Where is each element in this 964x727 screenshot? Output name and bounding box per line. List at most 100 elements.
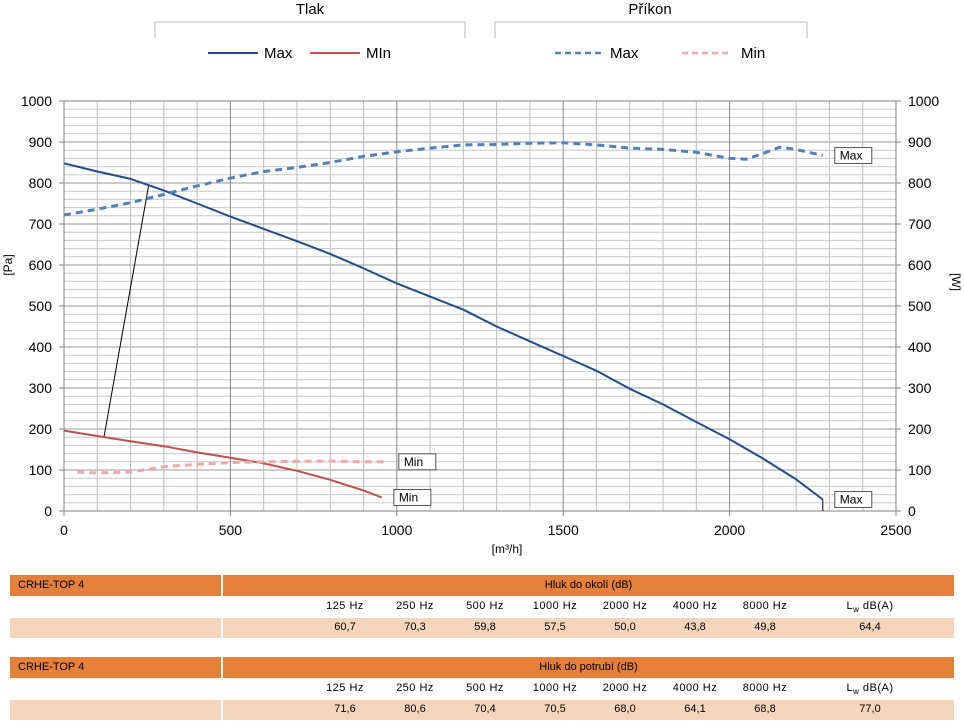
x-tick-label: 1500 — [548, 522, 579, 538]
y-tick-label-left: 600 — [29, 257, 53, 273]
series-line-prikon-max — [63, 141, 824, 217]
legend-group-title-tlak: Tlak — [296, 1, 325, 18]
y-axis-label-left: [Pa] — [1, 254, 15, 275]
model-name: CRHE-TOP 4 — [10, 657, 221, 678]
annotation-box — [398, 453, 437, 471]
y-tick-label-left: 300 — [29, 380, 53, 396]
noise-value: 80,6 — [404, 703, 426, 715]
noise-value: 68,8 — [754, 703, 776, 715]
freq-header: 8000 Hz — [742, 600, 788, 612]
noise-value: 70,4 — [474, 703, 496, 715]
y-tick-label-right: 700 — [908, 216, 932, 232]
lw-header: Lw dB(A) — [846, 600, 894, 615]
y-tick-label-right: 400 — [908, 339, 932, 355]
y-tick-label-right: 800 — [908, 175, 932, 191]
operating-point-line — [103, 184, 150, 438]
chart-grid — [64, 101, 896, 511]
noise-table-header: CRHE-TOP 4 Hluk do okolí (dB) — [10, 575, 954, 596]
y-tick-label-left: 1000 — [21, 93, 52, 109]
annotation-label: Min — [399, 490, 418, 504]
legend-label-tlak-min: MIn — [366, 45, 391, 62]
annotation-label: Max — [840, 493, 863, 507]
annotation-box — [393, 488, 432, 506]
freq-header: 2000 Hz — [602, 682, 648, 694]
y-tick-label-right: 300 — [908, 380, 932, 396]
noise-table-ambient: CRHE-TOP 4 Hluk do okolí (dB) 125 Hz 250… — [10, 575, 954, 638]
noise-table-title: Hluk do potrubí (dB) — [223, 657, 954, 678]
y-tick-label-left: 400 — [29, 339, 53, 355]
noise-value: 64,1 — [684, 703, 706, 715]
y-tick-label-right: 600 — [908, 257, 932, 273]
noise-value-lw: 64,4 — [859, 621, 881, 633]
y-tick-label-left: 0 — [44, 503, 52, 519]
noise-value: 49,8 — [754, 621, 776, 633]
noise-value: 50,0 — [614, 621, 636, 633]
y-tick-label-left: 500 — [29, 298, 53, 314]
noise-value-lw: 77,0 — [859, 703, 881, 715]
annotation-box — [834, 147, 873, 165]
noise-table-title: Hluk do okolí (dB) — [223, 575, 954, 596]
y-tick-label-left: 100 — [29, 462, 53, 478]
noise-value: 70,5 — [544, 703, 566, 715]
y-tick-label-right: 100 — [908, 462, 932, 478]
frequency-header-row: 125 Hz 250 Hz 500 Hz 1000 Hz 2000 Hz 400… — [10, 596, 954, 618]
chart-annotations: Max Max Min Min — [393, 147, 873, 509]
legend-label-prikon-max: Max — [610, 45, 639, 62]
series-line-prikon-min — [77, 459, 387, 475]
noise-value: 60,7 — [334, 621, 356, 633]
y-tick-label-right: 900 — [908, 134, 932, 150]
noise-value: 68,0 — [614, 703, 636, 715]
freq-header: 2000 Hz — [602, 600, 648, 612]
x-axis-label: [m³/h] — [492, 542, 523, 556]
noise-table-header: CRHE-TOP 4 Hluk do potrubí (dB) — [10, 657, 954, 678]
frequency-header-row: 125 Hz 250 Hz 500 Hz 1000 Hz 2000 Hz 400… — [10, 678, 954, 700]
y-tick-label-right: 200 — [908, 421, 932, 437]
noise-value: 70,3 — [404, 621, 426, 633]
legend-group-bracket-prikon — [494, 21, 808, 38]
annotation-label: Min — [404, 455, 423, 469]
noise-table-duct: CRHE-TOP 4 Hluk do potrubí (dB) 125 Hz 2… — [10, 657, 954, 720]
y-tick-label-right: 0 — [908, 503, 916, 519]
x-tick-label: 1000 — [381, 522, 412, 538]
y-tick-label-left: 200 — [29, 421, 53, 437]
x-tick-label: 0 — [60, 522, 68, 538]
chart-series — [63, 141, 824, 511]
freq-header: 8000 Hz — [742, 682, 788, 694]
chart-legend: Tlak Max MIn Příkon Max Min — [154, 1, 808, 62]
noise-value: 57,5 — [544, 621, 566, 633]
freq-header: 250 Hz — [396, 682, 434, 694]
lw-header: Lw dB(A) — [846, 682, 894, 697]
annotation-box — [834, 491, 873, 509]
annotation-label: Max — [840, 149, 863, 163]
series-line-tlak-min — [63, 429, 383, 499]
freq-header: 1000 Hz — [532, 682, 578, 694]
noise-values-row: 60,7 70,3 59,8 57,5 50,0 43,8 49,8 64,4 — [10, 618, 954, 638]
series-line-tlak-max — [63, 162, 824, 501]
x-tick-label: 2000 — [714, 522, 745, 538]
y-tick-label-left: 700 — [29, 216, 53, 232]
x-tick-label: 500 — [219, 522, 243, 538]
y-axis-label-right: [W] — [949, 273, 963, 291]
y-tick-label-right: 1000 — [908, 93, 939, 109]
legend-group-title-prikon: Příkon — [628, 1, 671, 18]
y-tick-label-left: 900 — [29, 134, 53, 150]
freq-header: 500 Hz — [466, 600, 504, 612]
noise-values-row: 71,6 80,6 70,4 70,5 68,0 64,1 68,8 77,0 — [10, 700, 954, 720]
y-tick-label-left: 800 — [29, 175, 53, 191]
noise-value: 71,6 — [334, 703, 356, 715]
freq-header: 500 Hz — [466, 682, 504, 694]
y-tick-label-right: 500 — [908, 298, 932, 314]
freq-header: 250 Hz — [396, 600, 434, 612]
legend-label-tlak-max: Max — [264, 45, 293, 62]
noise-value: 43,8 — [684, 621, 706, 633]
x-tick-label: 2500 — [880, 522, 911, 538]
legend-label-prikon-min: Min — [741, 45, 765, 62]
freq-header: 125 Hz — [326, 682, 364, 694]
freq-header: 1000 Hz — [532, 600, 578, 612]
noise-value: 59,8 — [474, 621, 496, 633]
model-name: CRHE-TOP 4 — [10, 575, 221, 596]
freq-header: 125 Hz — [326, 600, 364, 612]
freq-header: 4000 Hz — [672, 600, 718, 612]
